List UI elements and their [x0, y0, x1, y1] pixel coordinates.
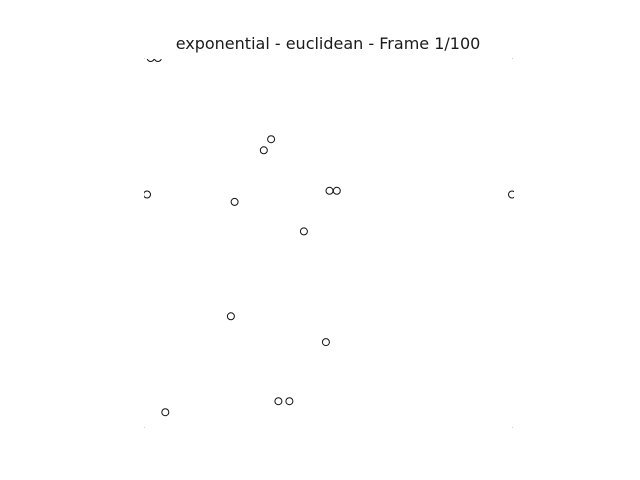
- scatter-point-5: [144, 190, 151, 199]
- scatter-point-2: [154, 59, 162, 62]
- corner-mark-top-left: [144, 58, 145, 59]
- corner-mark-top-right: [512, 58, 513, 59]
- scatter-point-11: [226, 312, 235, 321]
- scatter-point-6: [230, 197, 239, 206]
- scatter-point-7: [325, 186, 334, 195]
- scatter-point-10: [299, 227, 308, 236]
- scatter-point-14: [285, 397, 294, 406]
- scatter-point-12: [321, 338, 330, 347]
- plot-area: [144, 59, 514, 417]
- corner-mark-bottom-right: [512, 427, 513, 428]
- scatter-point-9: [508, 190, 514, 199]
- chart-title: exponential - euclidean - Frame 1/100: [176, 34, 481, 53]
- scatter-point-15: [161, 408, 170, 417]
- scatter-point-1: [146, 59, 155, 62]
- corner-mark-bottom-left: [144, 427, 145, 428]
- axes-corner-marks: [144, 58, 513, 428]
- scatter-point-13: [274, 397, 283, 406]
- scatter-point-4: [259, 146, 268, 155]
- scatter-point-8: [332, 186, 341, 195]
- scatter-point-3: [267, 135, 276, 144]
